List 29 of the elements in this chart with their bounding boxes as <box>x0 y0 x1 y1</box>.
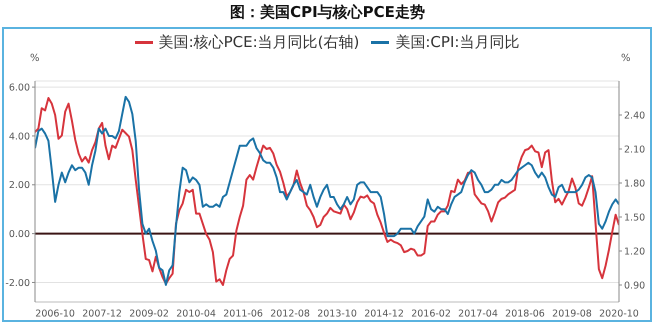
x-tick-label: 2012-08 <box>270 308 310 320</box>
y2-tick-label: 1.20 <box>624 246 646 258</box>
y2-tick-label: 2.10 <box>624 144 646 156</box>
x-tick-label: 2014-12 <box>364 308 404 320</box>
y-tick-label: 6.00 <box>8 82 30 94</box>
legend-label: 美国:CPI:当月同比 <box>395 32 520 53</box>
x-tick-label: 2011-06 <box>223 308 263 320</box>
y-tick-label: 2.00 <box>8 180 30 192</box>
x-tick-label: 2020-10 <box>599 308 639 320</box>
x-tick-label: 2018-06 <box>505 308 545 320</box>
legend-label: 美国:核心PCE:当月同比(右轴) <box>158 32 360 53</box>
x-tick-label: 2017-04 <box>458 308 498 320</box>
x-tick-label: 2009-02 <box>129 308 169 320</box>
x-tick-label: 2010-04 <box>176 308 216 320</box>
y2-tick-label: 2.40 <box>624 110 646 122</box>
y-tick-label: 4.00 <box>8 131 30 142</box>
x-tick-label: 2019-08 <box>552 308 592 320</box>
x-tick-label: 2016-02 <box>411 308 451 320</box>
y2-tick-label: 1.80 <box>624 178 646 190</box>
y2-tick-label: 0.90 <box>624 280 646 292</box>
y-tick-label: -2.00 <box>5 278 30 289</box>
y2-tick-label: 1.50 <box>624 212 646 224</box>
y2-axis-title: % <box>621 53 631 64</box>
chart-title: 图：美国CPI与核心PCE走势 <box>229 2 426 23</box>
x-tick-label: 2006-10 <box>35 308 75 320</box>
y-axis-title: % <box>30 53 40 64</box>
y-tick-label: 0.00 <box>8 228 30 240</box>
x-tick-label: 2013-10 <box>317 308 357 320</box>
x-tick-label: 2007-12 <box>82 308 122 320</box>
